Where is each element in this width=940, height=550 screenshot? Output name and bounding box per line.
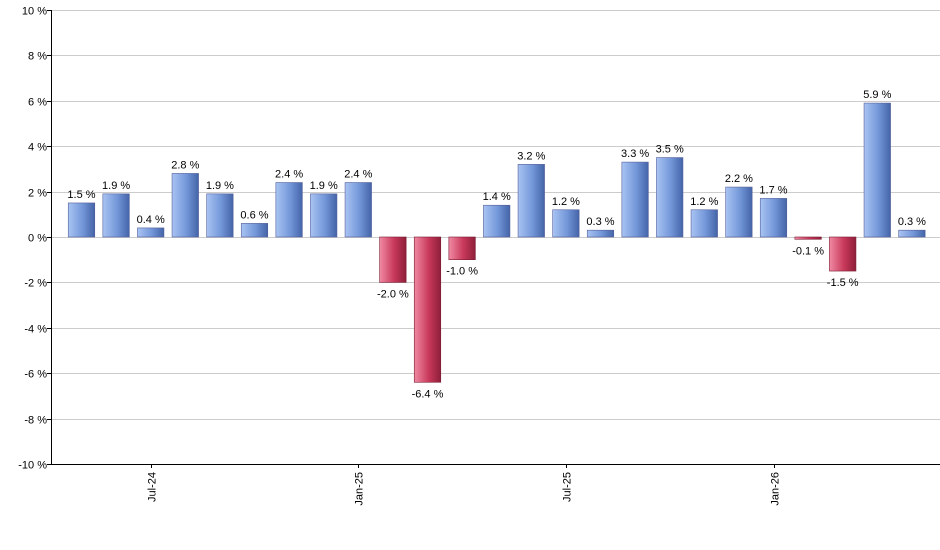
data-label: -0.1 % <box>792 245 824 257</box>
data-label: 1.9 % <box>102 180 130 192</box>
data-label: 0.6 % <box>240 209 268 221</box>
y-tick-label: -2 % <box>24 278 47 290</box>
bar <box>759 198 788 238</box>
bar <box>344 182 372 238</box>
data-label: -1.5 % <box>827 277 859 289</box>
y-tick-label: 8 % <box>28 51 47 63</box>
data-label: 1.5 % <box>67 189 95 201</box>
bar <box>586 229 615 238</box>
axes <box>51 10 940 465</box>
bar <box>310 193 338 238</box>
data-label: 0.3 % <box>898 216 926 228</box>
data-label: 2.8 % <box>171 159 199 171</box>
y-tick-label: -4 % <box>24 324 47 336</box>
y-axis-ticks: 10 % 8 % 6 % 4 % 2 % 0 % -2 % -4 % -6 % -8 % -10 % <box>18 6 51 472</box>
x-tick-label: Jan-25 <box>354 472 366 506</box>
y-tick-label: 0 % <box>28 233 47 245</box>
data-label: 1.9 % <box>206 180 234 192</box>
bar <box>656 157 684 238</box>
data-label: 2.2 % <box>725 173 753 185</box>
bars <box>67 102 926 383</box>
bar <box>552 209 580 238</box>
data-label: -1.0 % <box>446 266 478 278</box>
data-label: 0.4 % <box>137 214 165 226</box>
bar <box>275 182 303 238</box>
data-label: 3.2 % <box>517 150 545 162</box>
data-label: 2.4 % <box>344 169 372 181</box>
bar <box>483 204 511 238</box>
bar <box>448 236 476 261</box>
data-label: 1.4 % <box>483 191 511 203</box>
data-label: 1.2 % <box>552 196 580 208</box>
bar <box>240 223 269 238</box>
data-label: 1.2 % <box>690 196 718 208</box>
x-axis-ticks: Jul-24 Jan-25 Jul-25 Jan-26 <box>147 464 782 506</box>
data-label: 3.3 % <box>621 148 649 160</box>
data-label: 1.9 % <box>310 180 338 192</box>
y-tick-label: -10 % <box>18 460 47 472</box>
bar <box>898 229 926 238</box>
data-label: 5.9 % <box>863 89 891 101</box>
bar <box>67 202 96 238</box>
y-tick-label: 6 % <box>28 97 47 109</box>
bar <box>379 236 407 283</box>
bar <box>517 164 545 238</box>
x-tick-label: Jul-25 <box>562 472 574 502</box>
bar <box>794 236 822 240</box>
bar <box>137 227 165 238</box>
y-tick-label: -6 % <box>24 369 47 381</box>
bar <box>725 186 753 238</box>
data-label: -6.4 % <box>412 388 444 400</box>
data-labels: 1.5 % 1.9 % 0.4 % 2.8 % 1.9 % 0.6 % 2.4 % 1.9 %… <box>67 89 926 400</box>
bar <box>829 236 857 272</box>
bar <box>102 193 130 238</box>
bar <box>863 102 891 238</box>
data-label: 1.7 % <box>759 184 787 196</box>
data-label: 0.3 % <box>586 216 614 228</box>
x-tick-label: Jan-26 <box>770 472 782 506</box>
data-label: -2.0 % <box>377 288 409 300</box>
x-tick-label: Jul-24 <box>147 472 159 502</box>
bar <box>171 173 199 238</box>
y-tick-label: 10 % <box>22 6 47 18</box>
y-tick-label: 2 % <box>28 188 47 200</box>
y-tick-label: 4 % <box>28 142 47 154</box>
data-label: 2.4 % <box>275 169 303 181</box>
bar <box>206 193 234 238</box>
y-tick-label: -8 % <box>24 415 47 427</box>
bar <box>413 236 442 383</box>
data-label: 3.5 % <box>656 144 684 156</box>
bar <box>690 209 718 238</box>
bar <box>621 161 649 238</box>
